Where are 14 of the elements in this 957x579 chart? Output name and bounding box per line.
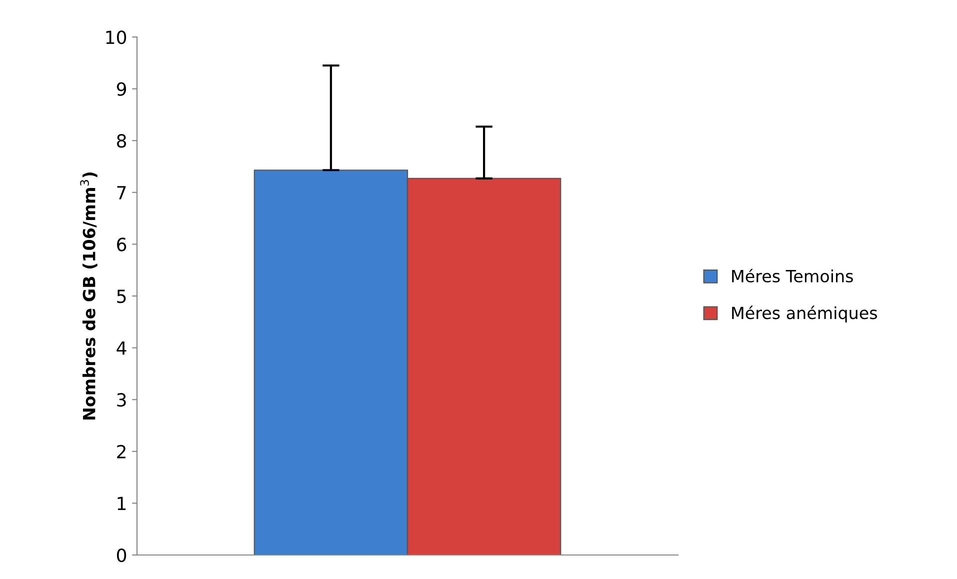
y-tick-label: 8 xyxy=(117,134,126,148)
y-tick-label: 10 xyxy=(106,30,126,44)
y-axis-title: Nombres de GB (106/mm$^{3}$) xyxy=(80,172,98,420)
y-tick-label: 1 xyxy=(118,496,126,510)
y-tick-label: 9 xyxy=(116,82,126,96)
y-tick-label: 5 xyxy=(117,290,126,304)
y-tick-label: 2 xyxy=(117,444,126,458)
legend-label: Méres Temoins xyxy=(732,268,853,282)
y-tick-label: 3 xyxy=(117,393,126,407)
y-tick-label: 7 xyxy=(117,186,126,200)
y-tick-label: 6 xyxy=(117,238,126,252)
y-tick-label: 4 xyxy=(116,341,126,355)
y-tick-label: 0 xyxy=(116,548,126,562)
legend-label: Méres anémiques xyxy=(732,306,877,322)
